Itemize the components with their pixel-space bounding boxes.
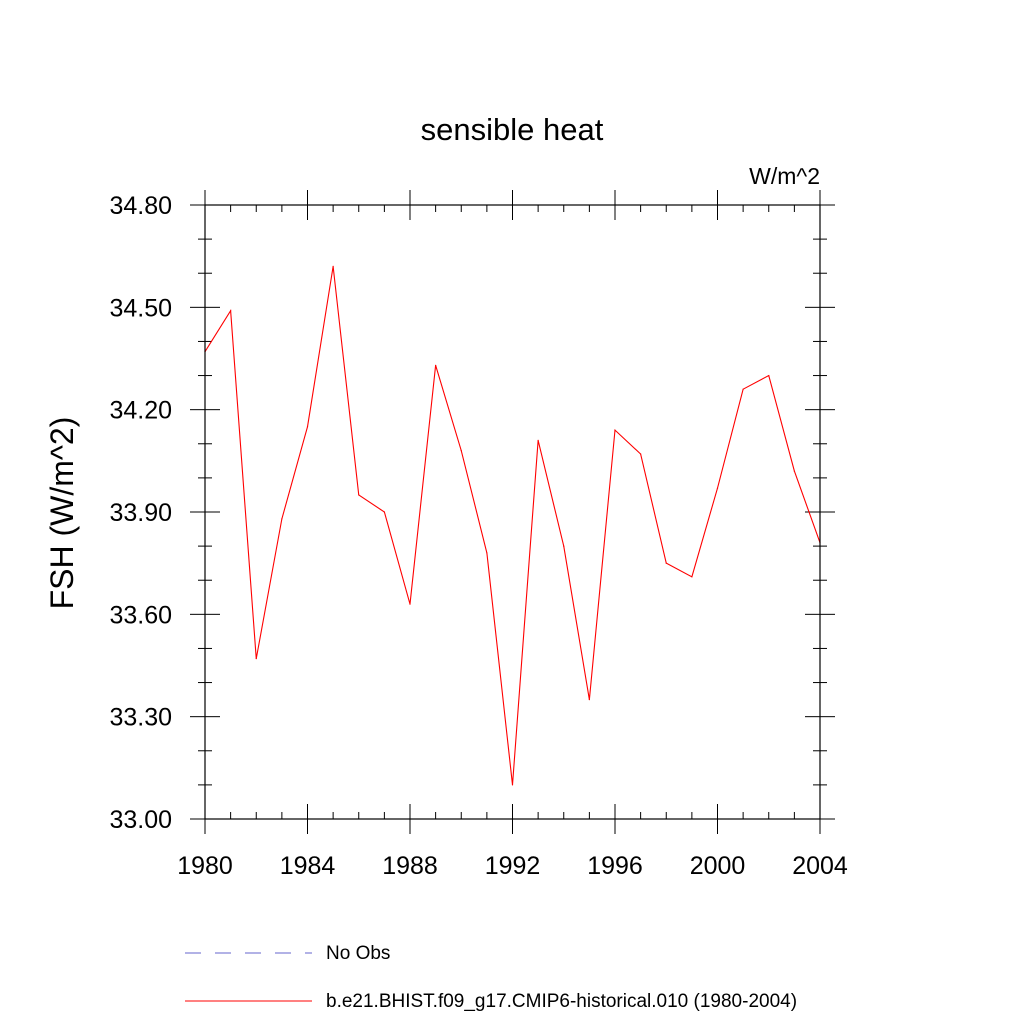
y-axis-label: FSH (W/m^2) [44,417,80,610]
x-tick-label: 1992 [485,852,541,880]
data-point [358,494,360,496]
x-tick-label: 2000 [690,852,746,880]
data-point [742,388,744,390]
data-point [665,562,667,564]
x-tick-label: 2004 [792,852,848,880]
data-point [230,310,232,312]
legend-label-model: b.e21.BHIST.f09_g17.CMIP6-historical.010… [326,991,797,1012]
data-point [306,426,309,428]
data-point [332,265,334,267]
data-point [460,450,462,452]
x-tick-label: 1984 [280,852,336,880]
data-point [691,576,693,578]
data-point [409,603,411,605]
chart-title: sensible heat [421,112,604,147]
data-point [511,784,514,786]
x-tick-label: 1988 [382,852,438,880]
data-point [716,487,719,489]
y-tick-label: 33.30 [109,704,172,732]
y-tick-label: 34.50 [109,294,172,322]
data-point [768,374,770,377]
units-label: W/m^2 [749,163,820,189]
legend-label-no-obs: No Obs [326,943,390,964]
y-tick-label: 33.00 [109,806,172,834]
x-tick-label: 1996 [587,852,643,880]
data-point [383,511,385,513]
data-point [640,453,642,455]
series-layer [204,265,821,786]
legend: No Obs b.e21.BHIST.f09_g17.CMIP6-histori… [185,943,797,1012]
ticks-layer: 1980 1984 1988 1992 1996 2000 2004 33.00 33.30 33… [109,190,848,880]
data-point [614,429,616,431]
plot-frame [204,204,821,820]
y-tick-label: 33.60 [109,601,172,629]
y-tick-label: 33.90 [109,499,172,527]
data-point [435,364,437,366]
data-point [537,439,539,441]
y-tick-label: 34.20 [109,397,172,425]
data-point [255,658,257,660]
data-point [793,470,795,472]
data-point [588,699,590,701]
data-point [281,518,283,520]
data-point [486,552,488,554]
series-line [204,266,821,785]
data-point [563,545,565,547]
x-tick-label: 1980 [177,852,233,880]
y-tick-label: 34.80 [109,192,172,220]
